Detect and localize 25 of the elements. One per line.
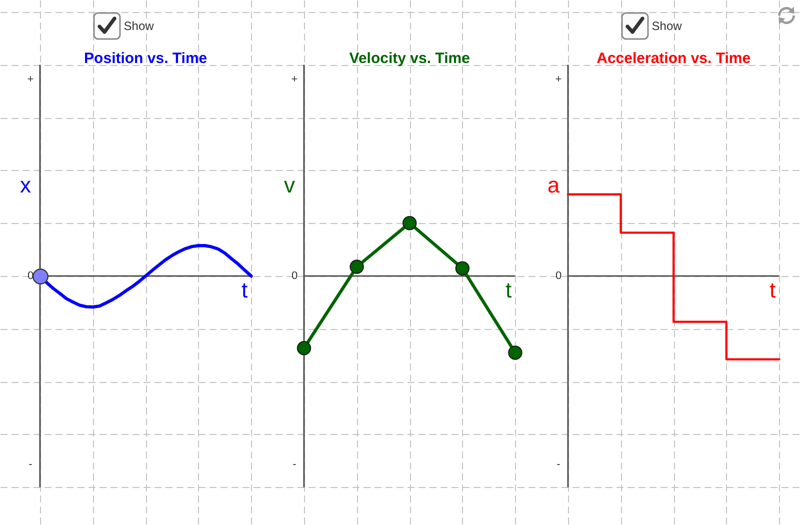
chart-title: Acceleration vs. Time — [596, 50, 751, 67]
point — [350, 260, 364, 274]
point — [402, 216, 417, 230]
y-axis-title: a — [547, 172, 560, 198]
text: Show — [652, 19, 682, 33]
y-axis-title: v — [284, 172, 295, 198]
text: + — [291, 74, 298, 86]
chart-title: Position vs. Time — [84, 50, 208, 67]
text: - — [556, 458, 561, 470]
text: 0 — [27, 270, 34, 282]
text: + — [555, 74, 562, 86]
text: - — [292, 458, 297, 470]
x-axis-title: t — [769, 278, 776, 302]
x-axis-title: t — [505, 278, 512, 302]
annotation: 0 — [555, 270, 562, 282]
annotation: 0 — [291, 270, 298, 282]
point — [296, 340, 312, 356]
chart-title: Velocity vs. Time — [349, 50, 470, 67]
y-axis-title: x — [20, 172, 31, 198]
point — [508, 346, 522, 360]
text: + — [27, 74, 34, 86]
text: Show — [124, 19, 154, 33]
x-axis-title: t — [241, 278, 248, 302]
text: - — [28, 458, 33, 470]
point — [455, 261, 470, 276]
